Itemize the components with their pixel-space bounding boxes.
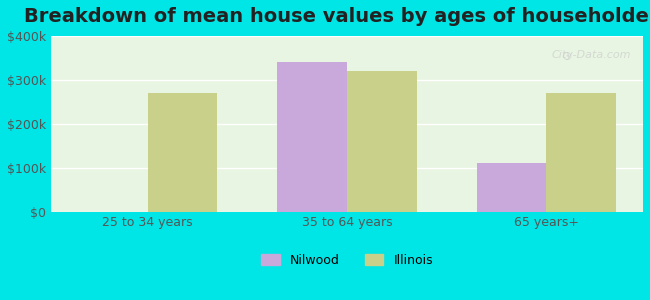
Text: ⊙: ⊙ xyxy=(562,50,572,63)
Bar xyxy=(476,163,547,212)
Bar xyxy=(277,62,347,212)
Title: Breakdown of mean house values by ages of householders: Breakdown of mean house values by ages o… xyxy=(24,7,650,26)
Bar xyxy=(547,93,616,212)
Bar xyxy=(347,71,417,211)
Bar xyxy=(148,93,217,212)
Text: City-Data.com: City-Data.com xyxy=(552,50,631,60)
Legend: Nilwood, Illinois: Nilwood, Illinois xyxy=(256,249,438,272)
